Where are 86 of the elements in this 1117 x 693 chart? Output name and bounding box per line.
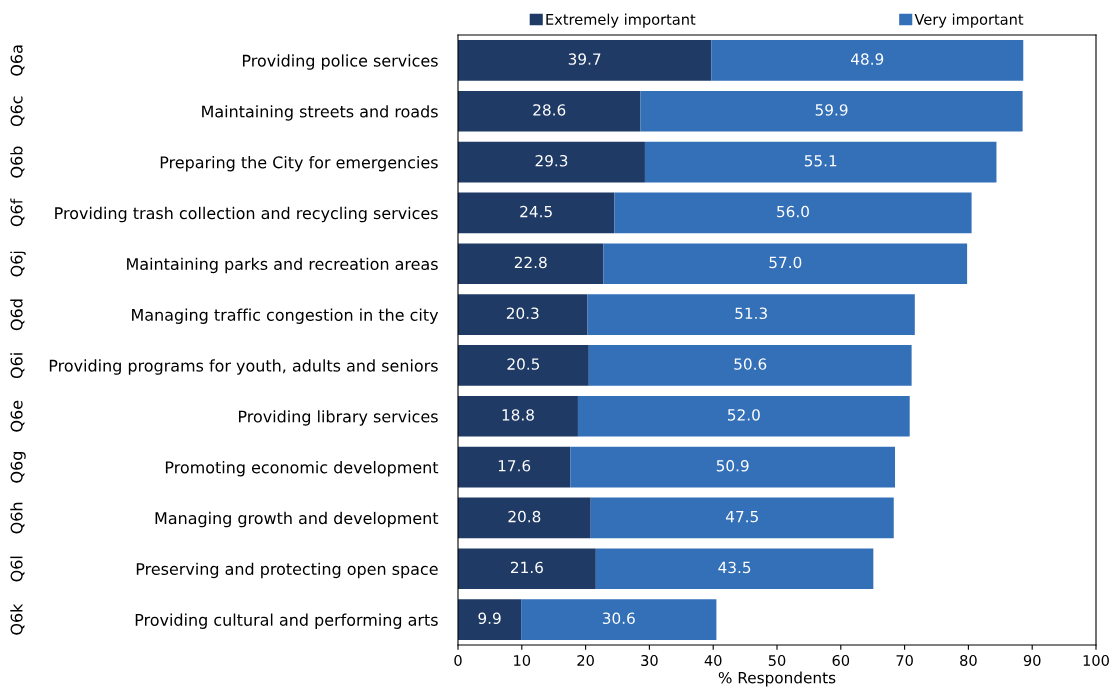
y-tick-label: Providing police services [242, 54, 438, 70]
text: Q6b [10, 146, 25, 178]
bar [711, 40, 1024, 81]
bar [614, 192, 972, 234]
data-label: 17.6 [498, 459, 531, 472]
text: Q6g [10, 452, 26, 483]
data-label: 48.9 [851, 53, 884, 65]
data-label: 22.8 [514, 256, 547, 269]
x-tick-label: 0 [454, 654, 462, 667]
bar [458, 243, 604, 285]
data-label: 30.6 [602, 612, 635, 625]
bar [590, 497, 894, 539]
y-tick-label: Managing growth and development [155, 511, 439, 528]
data-label: 59.9 [815, 104, 848, 116]
bar [458, 599, 522, 640]
x-tick-label: 60 [832, 654, 850, 667]
data-label: 20.3 [506, 307, 539, 320]
bar [640, 90, 1023, 132]
text: Q6j [10, 251, 26, 277]
text: Q6e [10, 400, 25, 432]
y-tick-label: Providing trash collection and recycling services [55, 206, 438, 223]
bar [521, 599, 717, 640]
bar [458, 90, 641, 132]
data-label: 39.7 [568, 53, 601, 65]
data-label: 51.3 [735, 307, 767, 320]
x-tick-label: 70 [896, 654, 913, 667]
data-label: 24.5 [520, 205, 552, 218]
bar [458, 192, 615, 234]
bar [577, 395, 910, 437]
x-tick-label: 100 [1083, 654, 1109, 667]
bar [458, 446, 571, 488]
y-tick-label: Managing traffic congestion in the city [132, 308, 439, 324]
text: Q6i [10, 353, 25, 379]
bar [595, 548, 874, 590]
text: Q6l [10, 556, 25, 582]
text: Q6d [10, 299, 25, 331]
x-tick-label: 90 [1023, 654, 1041, 667]
x-tick-label: 50 [768, 654, 786, 667]
bar [458, 548, 596, 590]
data-label: 50.9 [716, 459, 749, 472]
data-label: 52.0 [727, 409, 760, 421]
y-tick-label: Providing programs for youth, adults and seniors [49, 359, 438, 375]
y-tick-label: Maintaining streets and roads [202, 105, 438, 121]
data-label: 20.8 [508, 510, 541, 523]
y-tick-label: Promoting economic development [165, 461, 439, 477]
data-label: 47.5 [725, 510, 758, 523]
x-tick-label: 20 [577, 654, 594, 667]
data-label: 57.0 [769, 256, 802, 269]
bar [603, 243, 968, 285]
text: Q6k [10, 603, 25, 635]
data-label: 9.9 [478, 612, 501, 625]
text: Q6c [10, 96, 25, 127]
legend-label: Extremely important [546, 13, 696, 28]
y-tick-label: Providing library services [238, 410, 438, 426]
data-label: 55.1 [804, 155, 837, 167]
bar [588, 345, 912, 386]
data-label: 43.5 [718, 561, 751, 574]
data-label: 18.8 [502, 409, 534, 421]
text: Q6h [10, 502, 25, 534]
data-label: 29.3 [535, 154, 568, 167]
x-tick-label: 40 [704, 654, 722, 667]
y-tick-label: Providing cultural and performing arts [135, 613, 438, 629]
bar [644, 141, 997, 183]
text: Q6f [10, 198, 25, 227]
bar [458, 497, 591, 539]
y-tick-label: Preserving and protecting open space [136, 562, 438, 579]
x-tick-label: 30 [641, 654, 658, 667]
bar [458, 395, 578, 437]
data-label: 56.0 [777, 205, 809, 218]
bar [458, 141, 645, 183]
data-label: 20.5 [507, 358, 540, 370]
data-label: 21.6 [511, 561, 543, 574]
bar [458, 345, 589, 386]
x-tick-label: 10 [514, 654, 531, 667]
y-tick-label: Preparing the City for emergencies [160, 156, 438, 172]
text: Q6a [10, 45, 25, 76]
bar [570, 446, 896, 488]
data-label: 28.6 [533, 104, 566, 116]
legend-label: Very important [914, 13, 1024, 28]
data-label: 50.6 [734, 358, 767, 370]
bar [458, 294, 588, 335]
bar [458, 40, 712, 81]
bar [587, 294, 915, 335]
x-axis-title: % Respondents [718, 671, 836, 687]
y-tick-label: Maintaining parks and recreation areas [127, 257, 438, 274]
x-tick-label: 80 [960, 654, 977, 667]
